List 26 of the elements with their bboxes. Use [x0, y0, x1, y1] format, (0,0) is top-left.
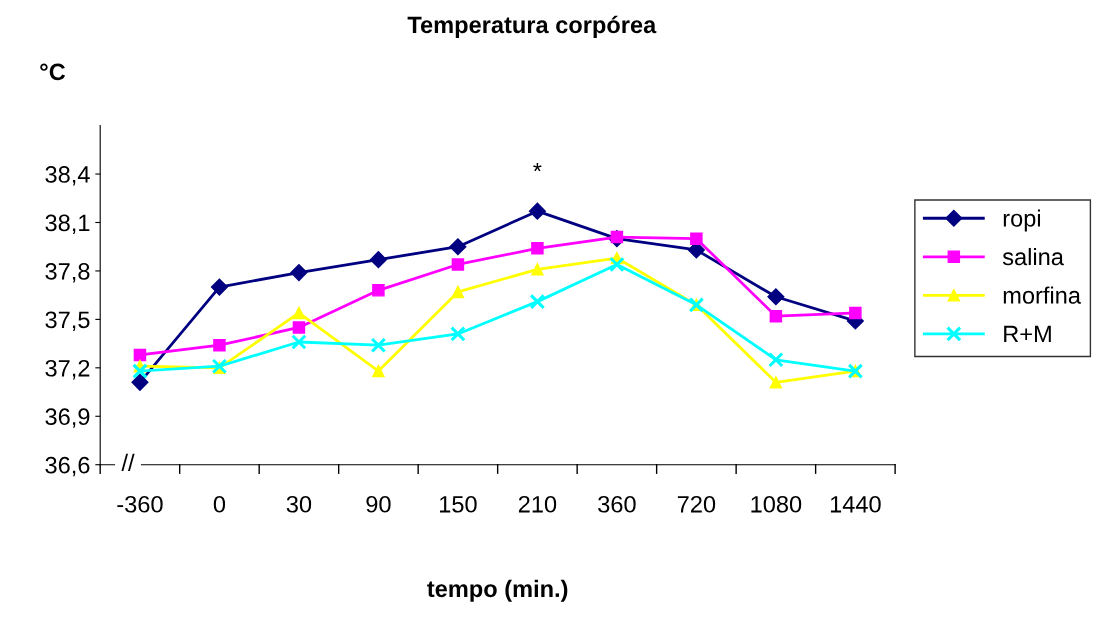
legend-label: salina [1002, 247, 1064, 266]
x-tick-label: 360 [598, 495, 636, 513]
x-tick-label: 90 [366, 495, 391, 513]
x-tick-label: 1440 [830, 495, 881, 513]
y-axis-title: °C [40, 63, 66, 81]
y-tick-label: 37,2 [45, 359, 90, 380]
x-tick-label: 210 [518, 495, 557, 513]
x-tick-label: 0 [213, 495, 226, 513]
annotation: // [121, 453, 135, 472]
x-tick-label: 30 [286, 495, 312, 513]
chart-title: Temperatura corpórea [407, 15, 657, 38]
y-tick-label: 37,8 [45, 263, 90, 283]
x-axis-title: tempo (min.) [427, 579, 568, 602]
x-tick-label: 1080 [751, 495, 802, 513]
legend-label: R+M [1004, 325, 1051, 343]
y-tick-label: 36,9 [45, 408, 90, 428]
y-tick-label: 38,1 [45, 214, 90, 235]
legend-label: ropi [1003, 209, 1041, 232]
x-tick-label: -360 [117, 495, 163, 513]
x-tick-label: 150 [440, 495, 477, 513]
y-tick-label: 36,6 [45, 456, 90, 477]
y-tick-label: 37,5 [45, 311, 90, 331]
annotation: * [533, 162, 542, 172]
y-tick-label: 38,4 [45, 166, 90, 186]
x-tick-label: 720 [677, 495, 716, 513]
legend-label: morfina [1003, 286, 1081, 304]
